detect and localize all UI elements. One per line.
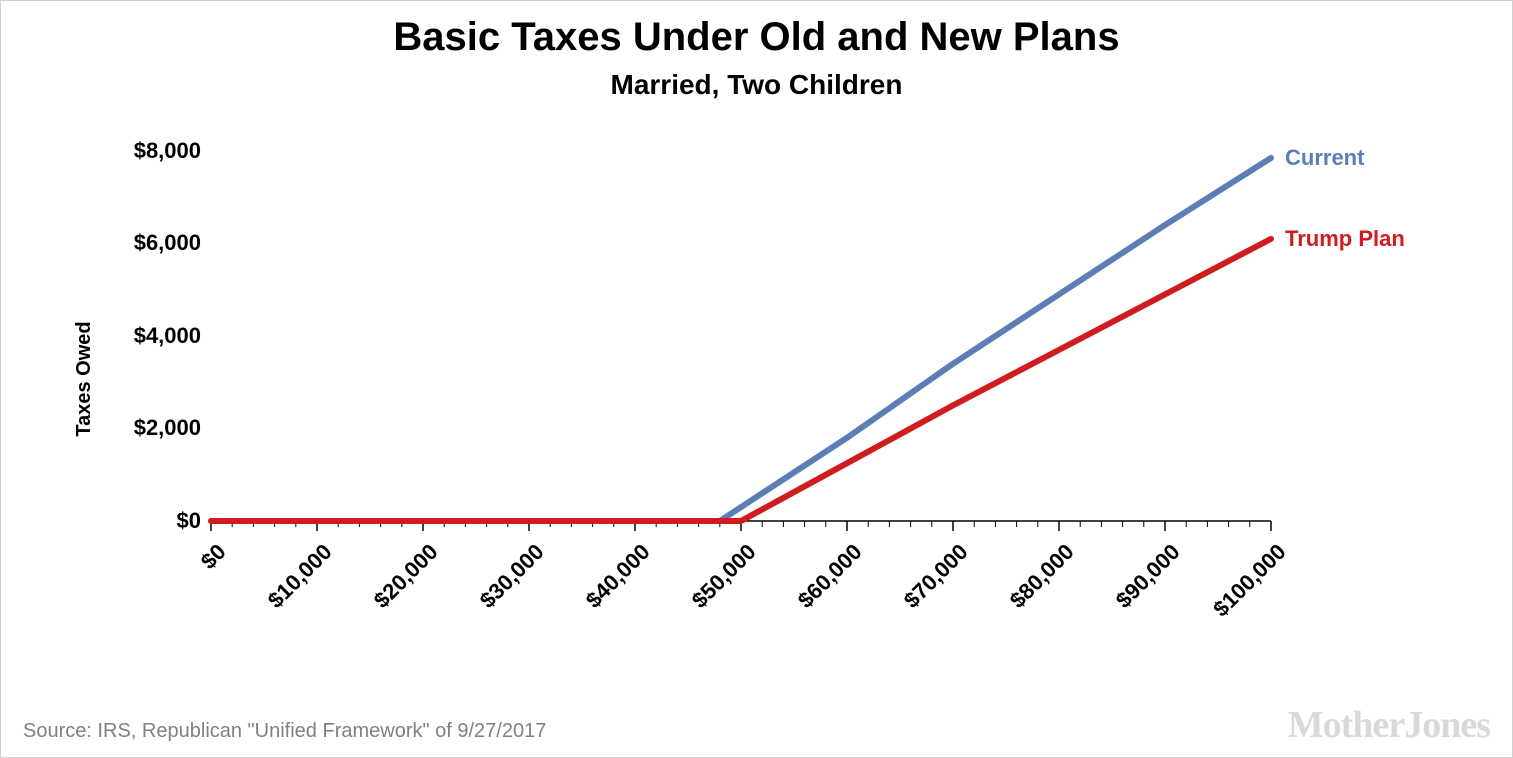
plot-area [211,151,1271,521]
x-tick-label: $40,000 [538,539,655,656]
x-tick-label: $100,000 [1174,539,1291,656]
series-label-trump-plan: Trump Plan [1285,226,1405,252]
plot-svg [211,151,1271,541]
y-tick-label: $8,000 [101,138,201,164]
y-tick-label: $4,000 [101,323,201,349]
chart-subtitle: Married, Two Children [1,69,1512,101]
source-note: Source: IRS, Republican "Unified Framewo… [23,720,546,743]
chart-title: Basic Taxes Under Old and New Plans [1,15,1512,60]
x-tick-label: $20,000 [326,539,443,656]
y-axis-label: Taxes Owed [73,321,96,436]
x-tick-label: $70,000 [856,539,973,656]
y-tick-label: $2,000 [101,415,201,441]
y-tick-label: $6,000 [101,230,201,256]
brand-watermark: MotherJones [1288,703,1490,747]
x-tick-label: $50,000 [644,539,761,656]
y-tick-label: $0 [101,508,201,534]
x-tick-label: $10,000 [220,539,337,656]
x-tick-label: $60,000 [750,539,867,656]
x-tick-label: $80,000 [962,539,1079,656]
x-tick-label: $0 [114,539,231,656]
x-tick-label: $30,000 [432,539,549,656]
chart-container: Basic Taxes Under Old and New Plans Marr… [0,0,1513,758]
series-label-current: Current [1285,145,1364,171]
x-tick-label: $90,000 [1068,539,1185,656]
